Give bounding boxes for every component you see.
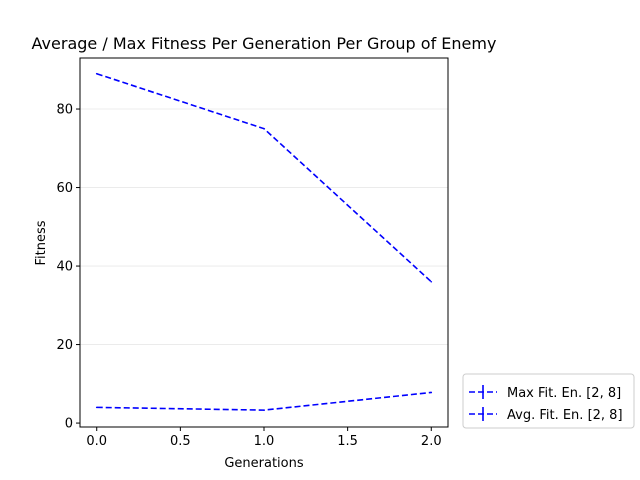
y-axis-label: Fitness — [34, 220, 49, 265]
grid-lines — [80, 108, 448, 345]
series-line-0 — [96, 72, 432, 283]
y-tick-label: 40 — [56, 260, 73, 275]
x-tick-label: 0.0 — [86, 434, 107, 449]
y-tick-label: 0 — [65, 417, 73, 432]
x-tick-label: 2.0 — [421, 434, 442, 449]
y-tick-label: 80 — [56, 103, 73, 118]
y-axis-ticks: 0 20 40 60 80 — [56, 103, 80, 432]
legend-label: Max Fit. En. [2, 8] — [507, 386, 621, 401]
data-point — [263, 409, 265, 411]
x-axis-ticks: 0.0 0.5 1.0 1.5 2.0 — [86, 427, 442, 449]
data-point — [430, 280, 433, 283]
legend-label: Avg. Fit. En. [2, 8] — [507, 408, 623, 423]
series-line-1 — [96, 391, 432, 411]
chart-title: Average / Max Fitness Per Generation Per… — [32, 34, 497, 53]
data-point — [263, 127, 265, 130]
x-axis-label: Generations — [224, 456, 304, 471]
y-tick-label: 20 — [56, 338, 73, 353]
x-tick-label: 1.5 — [337, 434, 358, 449]
legend-box — [462, 373, 635, 429]
plot-frame — [79, 57, 449, 428]
y-tick-label: 60 — [56, 181, 73, 196]
data-point — [95, 406, 98, 409]
x-tick-label: 1.0 — [254, 434, 275, 449]
x-tick-label: 0.5 — [170, 434, 191, 449]
data-point — [95, 72, 98, 75]
series-lines — [95, 72, 433, 411]
data-point — [430, 391, 433, 394]
legend: Max Fit. En. [2, 8] Avg. Fit. En. [2, 8] — [462, 373, 635, 429]
